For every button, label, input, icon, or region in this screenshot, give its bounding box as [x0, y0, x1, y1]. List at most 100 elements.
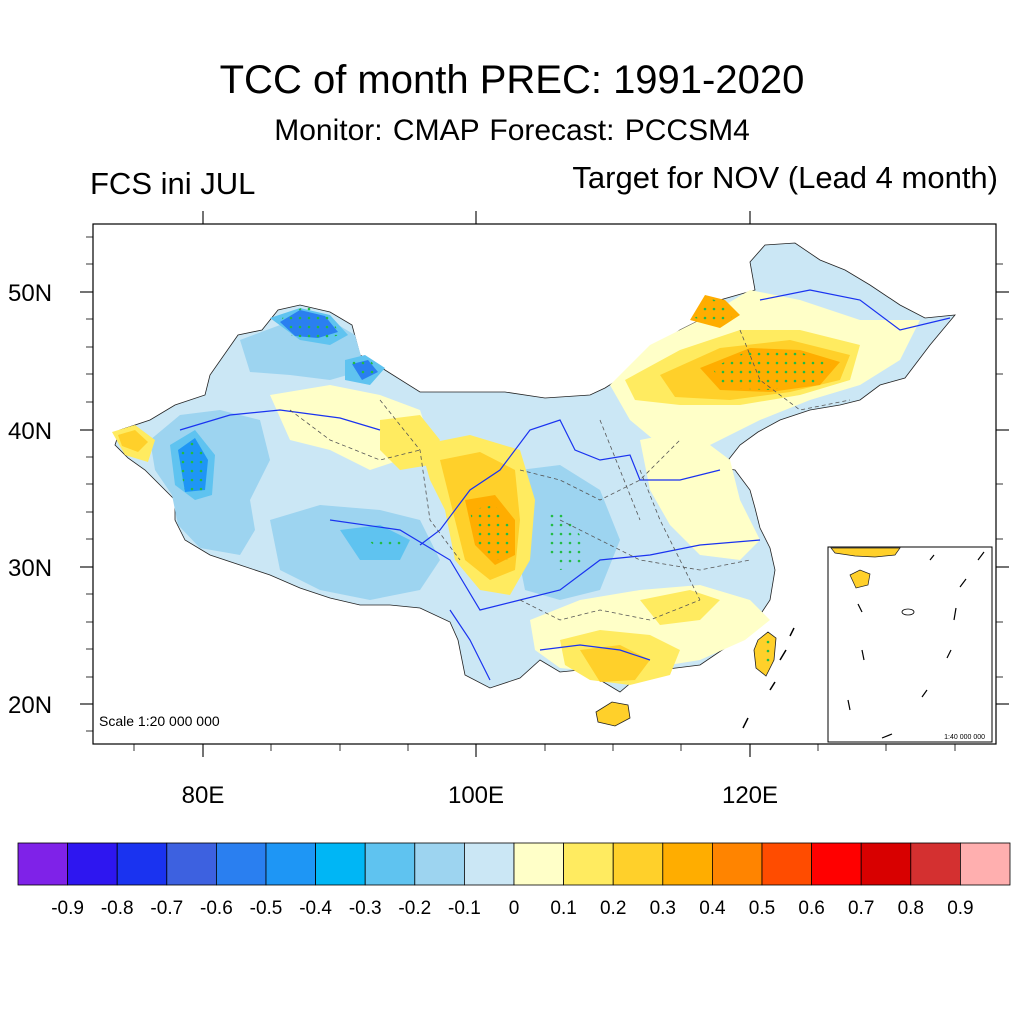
lat-label-50n: 50N	[8, 280, 52, 307]
province-border-5	[639, 469, 701, 601]
colorbar-swatch	[563, 842, 614, 886]
colorbar-swatch	[265, 842, 316, 886]
lon-ticks	[202, 211, 751, 757]
colorbar-swatch	[910, 842, 961, 886]
province-border-6	[739, 329, 851, 411]
colorbar-tick-label: 0.2	[600, 898, 626, 919]
map-plot-area: Scale 1:20 000 000 1:40 000 000	[99, 242, 993, 743]
colorbar-swatch	[215, 842, 267, 886]
region-yellow-east	[640, 430, 760, 560]
map-subtitle: Monitor: CMAP Forecast: PCCSM4	[274, 114, 750, 147]
colorbar-tick-label: 0	[509, 898, 520, 919]
lat-label-40n: 40N	[8, 418, 52, 445]
inset-dash-10	[929, 554, 935, 561]
stipple-hulun	[695, 298, 735, 325]
inset-coast	[830, 547, 901, 558]
scs-dash-3	[779, 649, 787, 661]
target-label: Target for NOV (Lead 4 month)	[572, 160, 998, 195]
colorbar-tick-label: -0.6	[200, 898, 233, 919]
inset-shoal	[901, 608, 915, 616]
south-china-sea-dashes	[742, 627, 795, 729]
province-border-7	[289, 409, 421, 461]
colorbar-tick-label: 0.7	[848, 898, 874, 919]
province-borders	[289, 329, 851, 621]
lat-label-20n: 20N	[8, 692, 52, 719]
province-border-3	[559, 519, 751, 571]
colorbar-swatch	[166, 842, 217, 886]
colorbar-tick-label: -0.8	[101, 898, 134, 919]
colorbar-swatch	[463, 842, 515, 886]
colorbar-swatch	[612, 842, 664, 886]
initialization-label: FCS ini JUL	[90, 166, 256, 201]
colorbar	[17, 842, 1011, 886]
colorbar-swatch	[960, 842, 1011, 886]
stippling	[178, 298, 832, 668]
inset-dash-5	[921, 689, 928, 698]
colorbar-tick-label: 0.9	[947, 898, 973, 919]
stipple-west	[178, 438, 208, 494]
inset-dash-4	[881, 733, 893, 739]
stipple-taiwan	[760, 638, 772, 668]
southwest-river	[449, 609, 491, 681]
colorbar-tick-label: -0.3	[349, 898, 382, 919]
region-orange-west-tip	[118, 430, 148, 452]
province-border-2	[519, 439, 681, 501]
colorbar-tick-label: 0.1	[550, 898, 576, 919]
scs-dash-4	[789, 627, 795, 637]
stipple-east-tarim	[350, 358, 378, 380]
lat-label-30n: 30N	[8, 555, 52, 582]
inset-dash-2	[861, 649, 865, 661]
colorbar-swatch	[315, 842, 366, 886]
province-border-4	[519, 599, 701, 621]
stipple-central	[470, 505, 512, 560]
lon-label-100e: 100E	[448, 782, 504, 809]
colorbar-swatch	[662, 842, 713, 886]
lat-ticks	[80, 291, 1009, 705]
inset-dash-7	[953, 607, 957, 621]
colorbar-tick-label: -0.2	[398, 898, 431, 919]
colorbar-swatch	[17, 842, 68, 886]
stipple-inner-mongolia	[712, 350, 832, 390]
colorbar-tick-label: -0.1	[448, 898, 481, 919]
stipple-tibet	[365, 535, 405, 550]
map-title: TCC of month PREC: 1991-2020	[219, 58, 805, 102]
hainan-island	[595, 701, 631, 727]
province-border-8	[599, 419, 641, 521]
colorbar-swatch	[67, 842, 118, 886]
lon-label-80e: 80E	[182, 782, 225, 809]
lon-labels: 80E 100E 120E	[182, 782, 778, 809]
colorbar-tick-label: 0.3	[650, 898, 676, 919]
inset-dashes	[847, 551, 985, 739]
inset-dash-9	[977, 551, 985, 561]
colorbar-tick-label: -0.4	[299, 898, 332, 919]
inset-scale-label: 1:40 000 000	[944, 734, 985, 741]
colorbar-swatch	[414, 842, 465, 886]
stipple-north	[282, 306, 340, 340]
scs-inset: 1:40 000 000	[827, 546, 993, 743]
yellow-river	[419, 419, 721, 546]
colorbar-labels: -0.9 -0.8 -0.7 -0.6 -0.5 -0.4 -0.3 -0.2 -0.1 0 0.1…	[51, 898, 973, 919]
lat-minor-ticks	[86, 236, 1003, 732]
colorbar-tick-label: -0.9	[51, 898, 84, 919]
lon-minor-ticks	[133, 744, 956, 751]
colorbar-swatch	[761, 842, 812, 886]
inset-hainan	[849, 569, 871, 589]
scs-dash-2	[742, 717, 749, 729]
inset-dash-8	[959, 578, 967, 588]
colorbar-tick-label: -0.7	[150, 898, 183, 919]
colorbar-swatch	[712, 842, 763, 886]
colorbar-swatch	[364, 842, 416, 886]
colorbar-tick-label: 0.5	[749, 898, 775, 919]
colorbar-tick-label: 0.6	[798, 898, 824, 919]
scs-dash-1	[769, 681, 776, 691]
amur-river	[759, 289, 951, 331]
stipple-sichuan	[545, 510, 582, 570]
colorbar-swatch	[116, 842, 168, 886]
pearl-river	[539, 644, 651, 661]
colorbar-tick-label: -0.5	[250, 898, 283, 919]
inset-dash-6	[946, 649, 952, 659]
lat-labels: 50N 40N 30N 20N	[8, 280, 52, 719]
lon-label-120e: 120E	[722, 782, 778, 809]
province-border-1	[379, 399, 461, 561]
colorbar-swatch	[811, 842, 862, 886]
